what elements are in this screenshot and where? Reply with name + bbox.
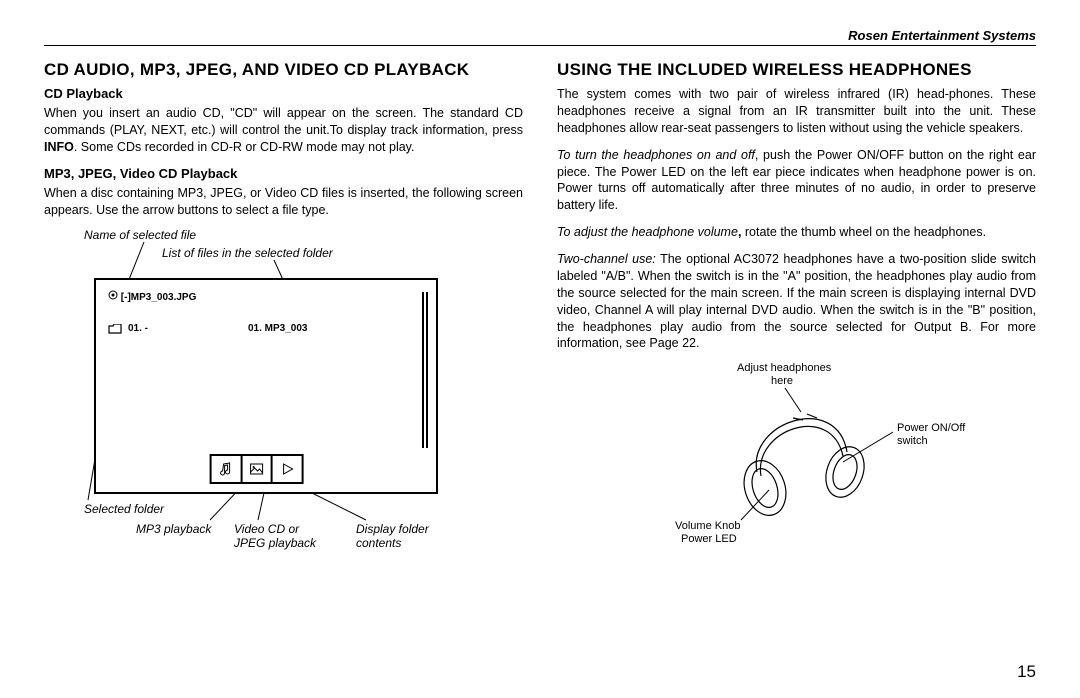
hp-label-power2: switch [897, 435, 928, 448]
folder-icon [108, 324, 122, 334]
cd-playback-heading: CD Playback [44, 86, 523, 101]
mp3-text: When a disc containing MP3, JPEG, or Vid… [44, 185, 523, 219]
file-name-row: [-]MP3_003.JPG [104, 288, 416, 305]
pointer-icon [108, 290, 118, 300]
left-column: CD AUDIO, MP3, JPEG, AND VIDEO CD PLAYBA… [44, 56, 523, 558]
music-icon [212, 456, 243, 482]
cd-playback-text: When you insert an audio CD, "CD" will a… [44, 105, 523, 156]
right-p1: The system comes with two pair of wirele… [557, 86, 1036, 137]
label-disp-1: Display folder [356, 522, 429, 536]
file-cell: 01. MP3_003 [248, 323, 308, 334]
right-column: USING THE INCLUDED WIRELESS HEADPHONES T… [557, 56, 1036, 558]
hp-label-vol1: Volume Knob [675, 520, 740, 533]
page-header: Rosen Entertainment Systems [44, 28, 1036, 46]
company-name: Rosen Entertainment Systems [848, 28, 1036, 43]
picture-icon [242, 456, 273, 482]
label-selected-folder: Selected folder [84, 502, 164, 516]
screen-diagram: Name of selected file List of files in t… [44, 228, 484, 558]
label-name: Name of selected file [84, 228, 196, 242]
right-p2: To turn the headphones on and off, push … [557, 147, 1036, 215]
hp-label-vol2: Power LED [681, 533, 737, 546]
hp-label-adjust2: here [771, 375, 793, 388]
right-p4: Two-channel use: The optional AC3072 hea… [557, 251, 1036, 352]
hp-label-power1: Power ON/Off [897, 422, 965, 435]
label-vcd-2: JPEG playback [234, 536, 316, 550]
folder-cell: 01. - [108, 323, 238, 334]
play-bar [210, 454, 304, 484]
right-heading: USING THE INCLUDED WIRELESS HEADPHONES [557, 60, 1036, 80]
headphone-svg [597, 362, 1017, 552]
scrollbar-line-2 [426, 292, 428, 448]
hp-label-adjust1: Adjust headphones [737, 362, 831, 375]
play-icon [273, 456, 302, 482]
label-disp-2: contents [356, 536, 401, 550]
scrollbar-line [422, 292, 424, 448]
page-number: 15 [1017, 662, 1036, 682]
label-vcd-1: Video CD or [234, 522, 299, 536]
left-heading: CD AUDIO, MP3, JPEG, AND VIDEO CD PLAYBA… [44, 60, 523, 80]
right-p3: To adjust the headphone volume, rotate t… [557, 224, 1036, 241]
mp3-heading: MP3, JPEG, Video CD Playback [44, 166, 523, 181]
headphone-diagram: Adjust headphones here Power ON/Off swit… [597, 362, 1017, 552]
label-list: List of files in the selected folder [162, 246, 333, 260]
screen-box: [-]MP3_003.JPG 01. - 01. MP3_003 [94, 278, 438, 494]
label-mp3-playback: MP3 playback [136, 522, 211, 536]
